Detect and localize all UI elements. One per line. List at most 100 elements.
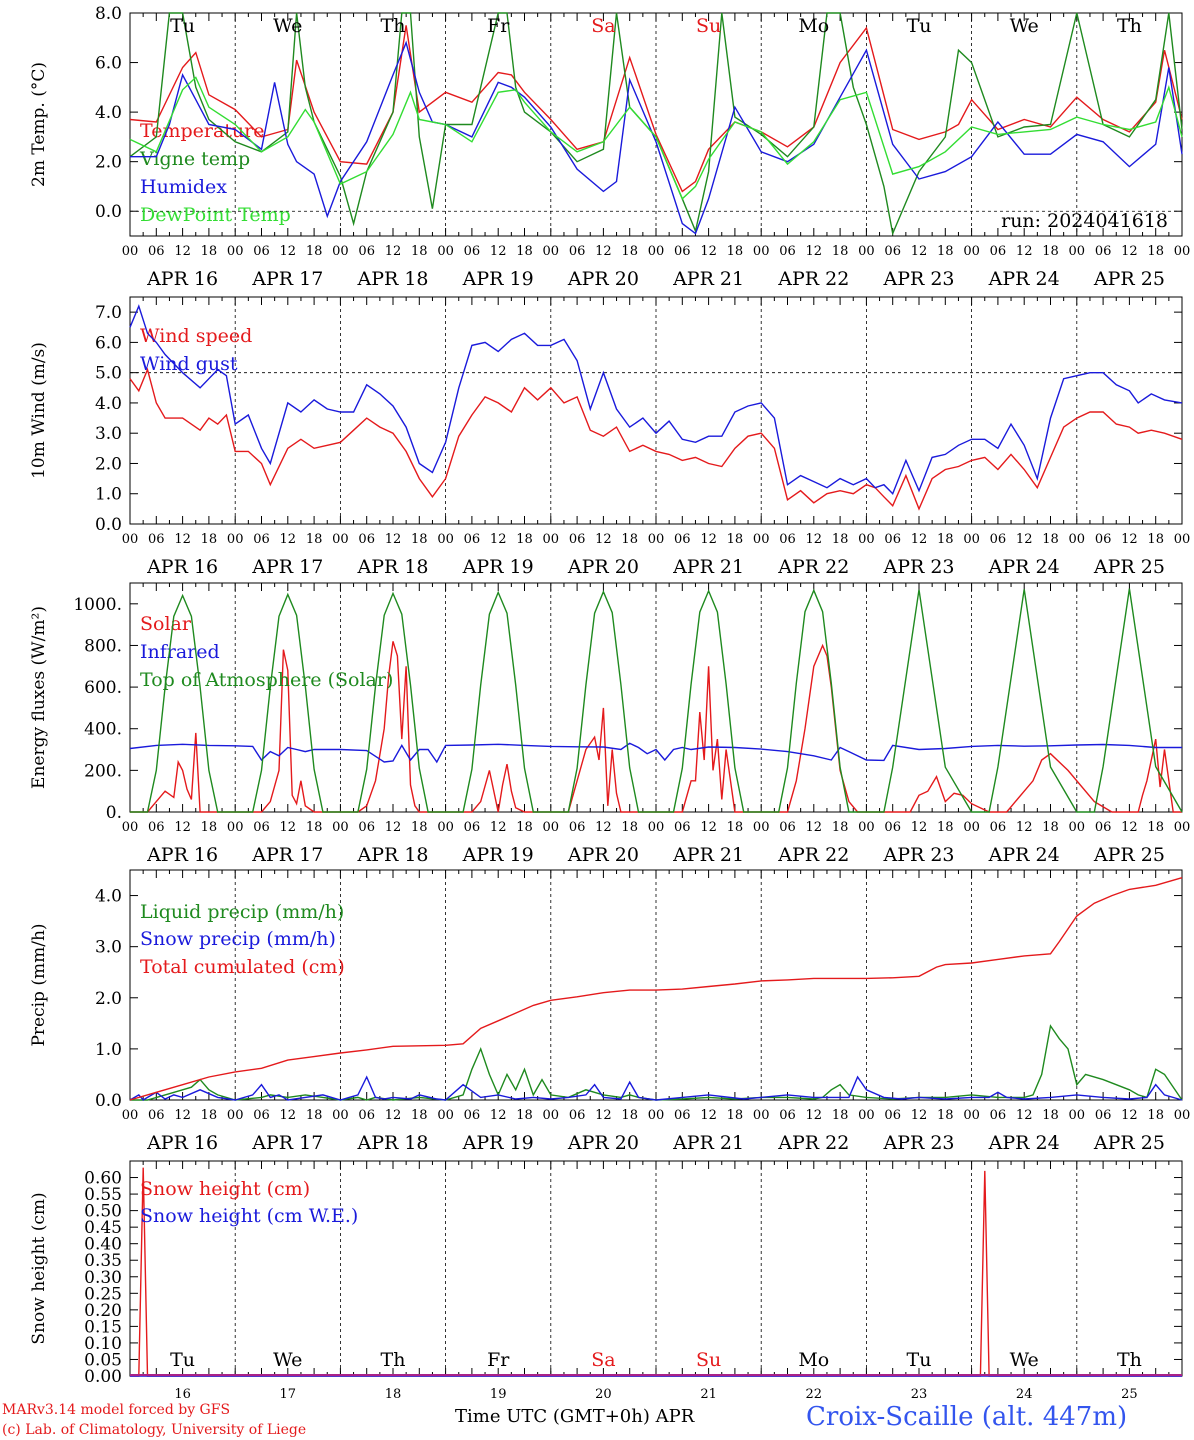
hour-tick-label: 06 bbox=[884, 1108, 901, 1123]
series-line-infrared bbox=[129, 742, 1182, 764]
hour-tick-label: 18 bbox=[516, 1108, 533, 1123]
hour-tick-label: 06 bbox=[569, 1108, 586, 1123]
series-line-wind-gust bbox=[129, 304, 1183, 495]
hour-tick-label: 06 bbox=[779, 1108, 796, 1123]
hour-tick-label: 12 bbox=[385, 820, 402, 835]
date-label: APR 16 bbox=[146, 844, 218, 866]
hour-tick-label: 12 bbox=[1121, 1108, 1138, 1123]
hour-tick-label: 00 bbox=[122, 532, 139, 547]
hour-tick-label: 12 bbox=[490, 1108, 507, 1123]
hour-tick-label: 12 bbox=[385, 532, 402, 547]
hour-tick-label: 00 bbox=[227, 1108, 244, 1123]
y-tick-label: 7.0 bbox=[95, 303, 122, 323]
hour-tick-label: 00 bbox=[858, 532, 875, 547]
hour-tick-label: 06 bbox=[253, 244, 270, 259]
date-label: APR 25 bbox=[1093, 844, 1165, 866]
hour-tick-label: 18 bbox=[201, 1108, 218, 1123]
hour-tick-label: 12 bbox=[806, 244, 823, 259]
run-label: run: 2024041618 bbox=[1001, 210, 1168, 232]
hour-tick-label: 18 bbox=[937, 820, 954, 835]
hour-tick-label: 06 bbox=[358, 1108, 375, 1123]
hour-tick-label: 06 bbox=[1095, 820, 1112, 835]
hour-tick-label: 18 bbox=[306, 1108, 323, 1123]
series-line-humidex bbox=[130, 40, 1183, 235]
date-label: APR 17 bbox=[251, 268, 323, 290]
date-label: APR 19 bbox=[462, 268, 534, 290]
y-tick-label: 0.35 bbox=[84, 1251, 122, 1271]
y-tick-label: 800. bbox=[84, 636, 122, 656]
hour-tick-label: 12 bbox=[911, 532, 928, 547]
legend-entry: DewPoint Temp bbox=[140, 204, 291, 226]
hour-tick-label: 06 bbox=[148, 820, 165, 835]
date-label: APR 21 bbox=[672, 844, 744, 866]
date-label: APR 24 bbox=[988, 268, 1060, 290]
series-line-total-cumulated-cm- bbox=[129, 877, 1183, 1101]
hour-tick-label: 18 bbox=[1147, 820, 1164, 835]
y-tick-label: 0.0 bbox=[95, 1091, 122, 1111]
hour-tick-label: 12 bbox=[280, 820, 297, 835]
y-tick-label: 4.0 bbox=[95, 887, 122, 907]
hour-tick-label: 06 bbox=[148, 1108, 165, 1123]
hour-tick-label: 00 bbox=[543, 1108, 560, 1123]
hour-tick-label: 18 bbox=[1042, 244, 1059, 259]
date-label: APR 23 bbox=[882, 556, 954, 578]
hour-tick-label: 00 bbox=[122, 820, 139, 835]
hour-tick-label: 18 bbox=[201, 820, 218, 835]
legend-entry: Wind gust bbox=[140, 353, 238, 375]
hour-tick-label: 00 bbox=[753, 1108, 770, 1123]
hour-tick-label: 18 bbox=[727, 820, 744, 835]
weekday-label: Sa bbox=[591, 15, 615, 37]
date-label: APR 16 bbox=[146, 1132, 218, 1154]
hour-tick-label: 06 bbox=[358, 532, 375, 547]
weekday-label: Tu bbox=[170, 1349, 195, 1371]
hour-tick-label: 18 bbox=[516, 820, 533, 835]
hour-tick-label: 12 bbox=[174, 1108, 191, 1123]
day-number-label: 25 bbox=[1121, 1387, 1138, 1402]
hour-tick-label: 18 bbox=[516, 532, 533, 547]
date-label: APR 18 bbox=[356, 1132, 428, 1154]
y-tick-label: 400. bbox=[84, 720, 122, 740]
hour-tick-label: 06 bbox=[884, 820, 901, 835]
y-tick-label: 0.30 bbox=[84, 1268, 122, 1288]
hour-tick-label: 12 bbox=[174, 532, 191, 547]
date-label: APR 20 bbox=[567, 268, 639, 290]
hour-tick-label: 06 bbox=[1095, 244, 1112, 259]
date-label: APR 22 bbox=[777, 268, 849, 290]
hour-tick-label: 06 bbox=[148, 532, 165, 547]
hour-tick-label: 12 bbox=[1016, 244, 1033, 259]
hour-tick-label: 00 bbox=[648, 244, 665, 259]
hour-tick-label: 12 bbox=[595, 532, 612, 547]
hour-tick-label: 06 bbox=[1095, 1108, 1112, 1123]
weekday-label: We bbox=[273, 15, 302, 37]
hour-tick-label: 00 bbox=[1069, 1108, 1086, 1123]
hour-tick-label: 18 bbox=[1147, 244, 1164, 259]
date-label: APR 22 bbox=[777, 844, 849, 866]
hour-tick-label: 00 bbox=[1174, 1108, 1191, 1123]
hour-tick-label: 12 bbox=[490, 244, 507, 259]
hour-tick-label: 00 bbox=[963, 244, 980, 259]
date-label: APR 25 bbox=[1093, 268, 1165, 290]
y-tick-label: 1000. bbox=[73, 595, 122, 615]
legend-entry: Top of Atmosphere (Solar) bbox=[140, 669, 393, 691]
date-label: APR 25 bbox=[1093, 1132, 1165, 1154]
hour-tick-label: 06 bbox=[358, 820, 375, 835]
hour-tick-label: 06 bbox=[253, 1108, 270, 1123]
hour-tick-label: 18 bbox=[727, 244, 744, 259]
hour-tick-label: 06 bbox=[464, 532, 481, 547]
model-label: MARv3.14 model forced by GFS bbox=[2, 1402, 231, 1418]
hour-tick-label: 00 bbox=[963, 532, 980, 547]
hour-tick-label: 00 bbox=[437, 1108, 454, 1123]
weekday-label: Th bbox=[381, 1349, 406, 1371]
hour-tick-label: 06 bbox=[569, 244, 586, 259]
date-label: APR 17 bbox=[251, 844, 323, 866]
legend-entry: Snow height (cm) bbox=[140, 1178, 310, 1200]
hour-tick-label: 06 bbox=[990, 532, 1007, 547]
hour-tick-label: 00 bbox=[753, 820, 770, 835]
hour-tick-label: 18 bbox=[201, 244, 218, 259]
hour-tick-label: 06 bbox=[884, 532, 901, 547]
y-tick-label: 1.0 bbox=[95, 1040, 122, 1060]
hour-tick-label: 06 bbox=[358, 244, 375, 259]
y-tick-label: 2.0 bbox=[95, 989, 122, 1009]
weekday-label: Fr bbox=[487, 1349, 510, 1371]
weekday-label: Th bbox=[381, 15, 406, 37]
